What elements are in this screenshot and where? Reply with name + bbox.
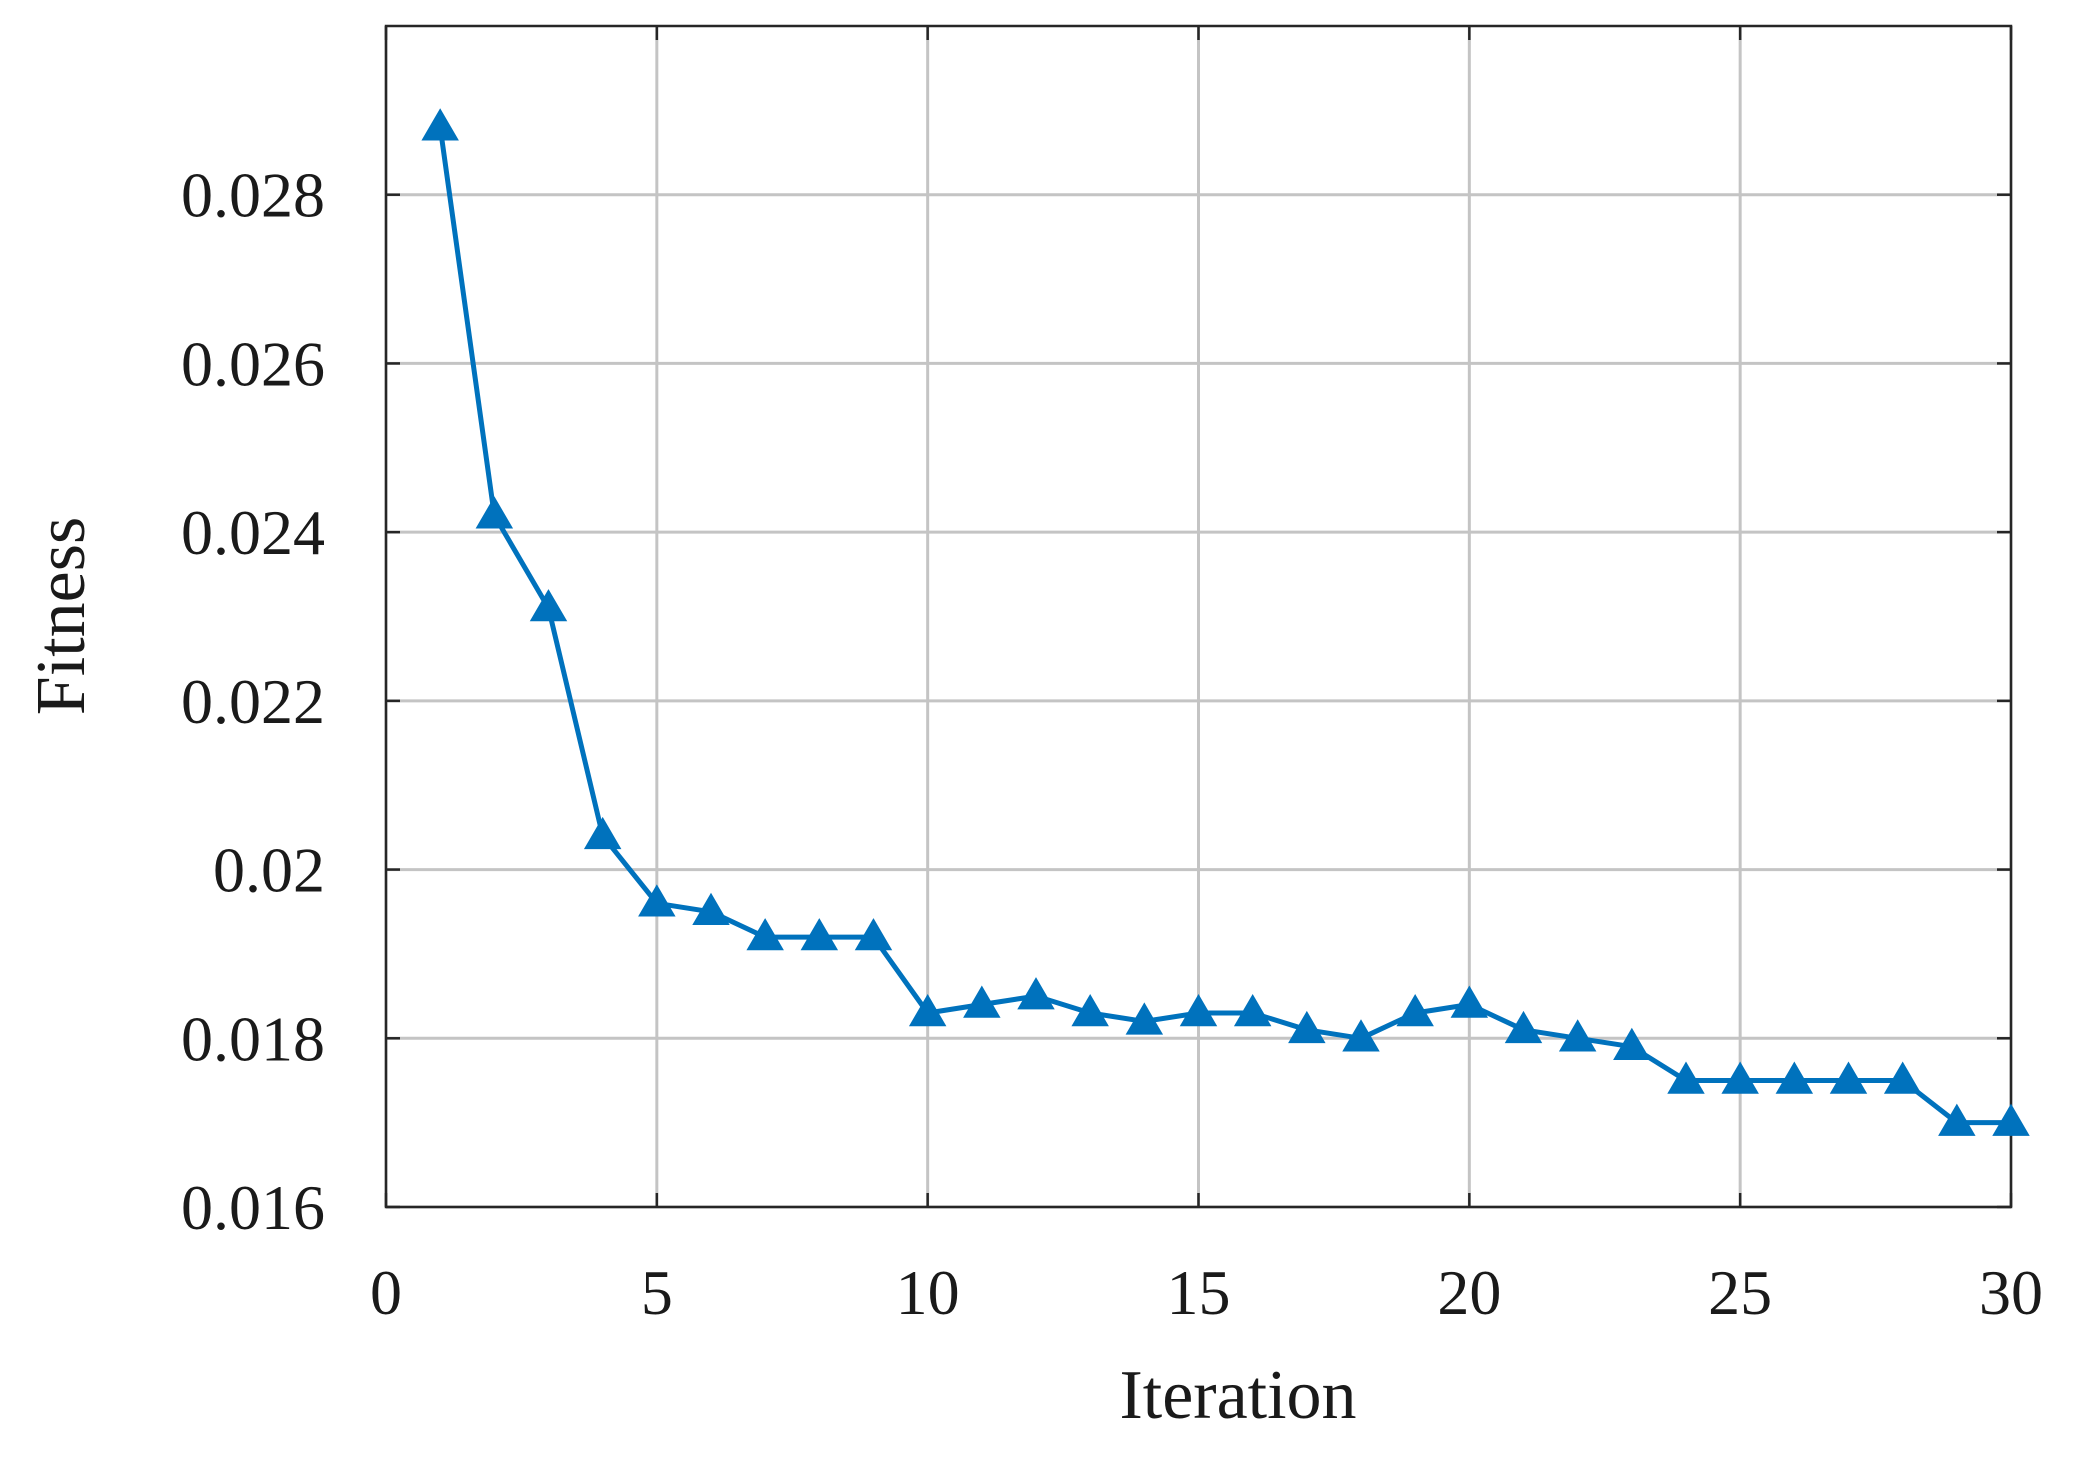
x-tick-labels: 0 5 10 15 20 25 30 [370,1257,2043,1328]
data-point-marker [475,496,514,529]
data-point-marker [963,985,1001,1018]
data-point-marker [1992,1103,2030,1136]
y-tick-label: 0.016 [181,1172,325,1243]
data-point-marker [583,816,622,850]
data-point-marker [1667,1061,1705,1094]
fitness-series-line [437,126,2011,1126]
data-point-marker [1829,1061,1868,1094]
data-point-marker [854,918,893,951]
y-tick-label: 0.028 [181,160,325,231]
x-tick-label: 0 [370,1257,402,1328]
y-tick-label: 0.024 [181,497,325,568]
data-point-marker [1883,1061,1922,1094]
data-point-marker [1071,993,1109,1027]
data-point-marker [1342,1019,1380,1052]
data-point-marker [529,589,568,622]
data-point-marker [1450,985,1489,1018]
data-point-marker [1179,993,1218,1027]
x-tick-label: 20 [1437,1257,1501,1328]
y-tick-label: 0.022 [181,666,325,737]
y-tick-label: 0.026 [181,328,325,399]
data-point-marker [800,918,839,951]
x-tick-label: 10 [896,1257,960,1328]
data-point-marker [1396,993,1434,1027]
data-point-marker [1288,1010,1326,1044]
x-axis-label: Iteration [1119,1357,1356,1434]
data-point-marker [1938,1103,1976,1136]
x-tick-label: 15 [1167,1257,1231,1328]
data-point-marker [638,884,676,917]
data-point-marker [1125,1002,1164,1035]
data-point-marker [908,993,947,1027]
data-point-marker [1233,993,1272,1027]
x-tick-label: 25 [1708,1257,1772,1328]
data-point-marker [1721,1061,1759,1094]
series-markers [421,108,2030,1136]
data-point-marker [1017,977,1055,1010]
y-tick-labels: 0.016 0.018 0.02 0.022 0.024 0.026 0.028 [181,160,325,1243]
data-point-marker [1504,1010,1543,1044]
axis-ticks [384,26,2013,1209]
data-point-marker [421,108,459,141]
x-tick-label: 30 [1979,1257,2043,1328]
y-axis-label: Fitness [23,517,100,715]
x-tick-label: 5 [641,1257,673,1328]
y-tick-label: 0.018 [181,1003,325,1074]
data-point-marker [746,918,784,951]
data-point-marker [1613,1027,1651,1060]
data-point-marker [1775,1061,1814,1094]
y-tick-label: 0.02 [213,835,325,906]
grid-lines [384,26,2013,1209]
data-point-marker [692,892,730,925]
data-point-marker [1558,1019,1597,1052]
